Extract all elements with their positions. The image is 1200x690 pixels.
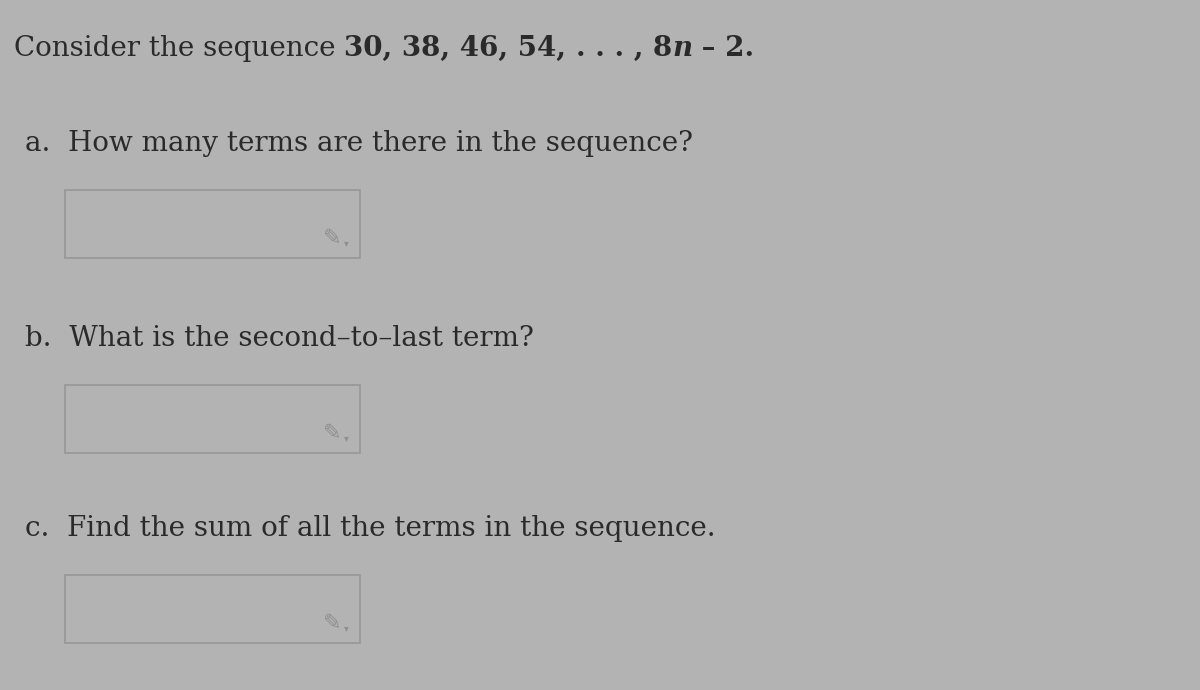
Text: n: n	[672, 35, 692, 62]
Text: ▾: ▾	[343, 623, 348, 633]
Text: Consider the sequence: Consider the sequence	[14, 35, 344, 62]
Text: 8: 8	[653, 35, 672, 62]
Text: a.  How many terms are there in the sequence?: a. How many terms are there in the seque…	[25, 130, 694, 157]
Text: – 2.: – 2.	[692, 35, 755, 62]
Bar	[65, 190, 360, 258]
Bar	[65, 385, 360, 453]
Text: c.  Find the sum of all the terms in the sequence.: c. Find the sum of all the terms in the …	[25, 515, 715, 542]
Text: ✎: ✎	[323, 423, 341, 443]
Text: ▾: ▾	[343, 433, 348, 443]
Text: ✎: ✎	[323, 613, 341, 633]
Text: ✎: ✎	[323, 228, 341, 248]
Text: . . . ,: . . . ,	[576, 35, 653, 62]
Text: ▾: ▾	[343, 238, 348, 248]
Text: 30, 38, 46, 54,: 30, 38, 46, 54,	[344, 35, 576, 62]
Text: b.  What is the second–to–last term?: b. What is the second–to–last term?	[25, 325, 534, 352]
Bar	[65, 575, 360, 643]
